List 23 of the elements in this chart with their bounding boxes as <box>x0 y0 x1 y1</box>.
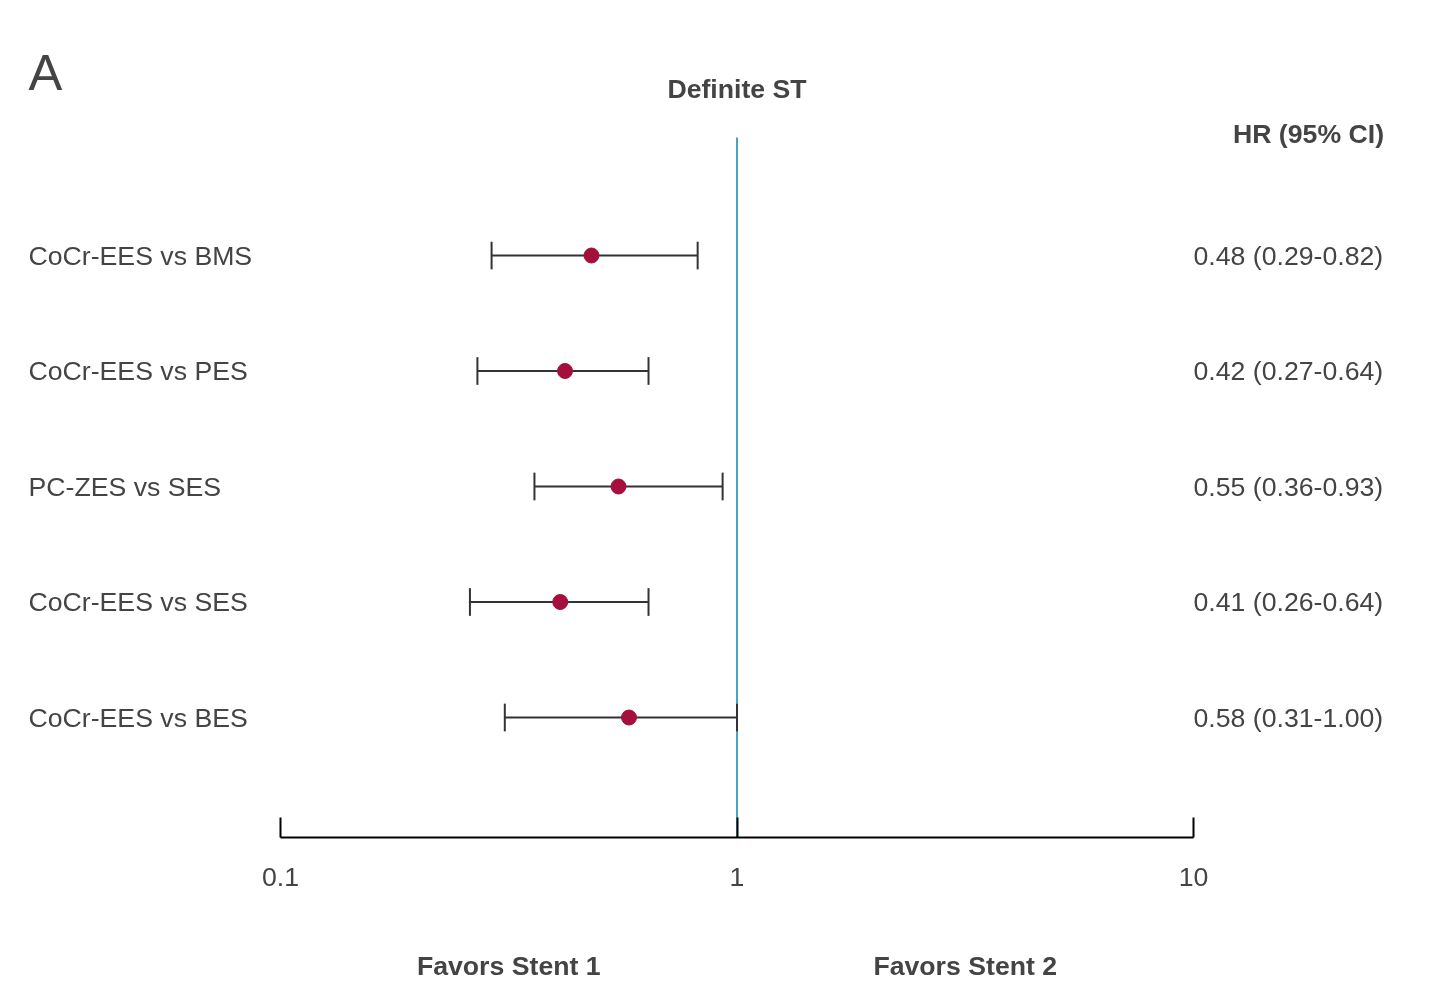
data-label: 0.55 (0.36-0.93) <box>1193 471 1384 502</box>
point <box>557 363 574 379</box>
point <box>552 594 569 610</box>
data-label: 0.48 (0.29-0.82) <box>1193 240 1384 271</box>
x-tick-label: 0.1 <box>261 861 300 892</box>
point <box>610 478 627 495</box>
x-tick-label: 10 <box>1178 861 1209 892</box>
x-tick-label: 1 <box>729 861 745 892</box>
y-tick-label: CoCr-EES vs BMS <box>28 240 253 271</box>
data-label: 0.41 (0.26-0.64) <box>1193 587 1384 617</box>
text: HR (95% CI) <box>1232 118 1385 149</box>
data-label: 0.42 (0.27-0.64) <box>1193 356 1384 386</box>
y-tick-label: CoCr-EES vs SES <box>28 587 248 617</box>
y-tick-label: CoCr-EES vs BES <box>28 702 248 733</box>
text: Favors Stent 1 <box>416 951 601 981</box>
point <box>621 709 637 726</box>
data-label: 0.58 (0.31-1.00) <box>1193 702 1384 733</box>
chart-title: Definite ST <box>667 73 807 104</box>
text: A <box>28 44 63 101</box>
y-tick-label: PC-ZES vs SES <box>28 471 222 502</box>
y-tick-label: CoCr-EES vs PES <box>28 356 248 386</box>
text: Favors Stent 2 <box>873 951 1058 981</box>
point <box>583 247 600 264</box>
